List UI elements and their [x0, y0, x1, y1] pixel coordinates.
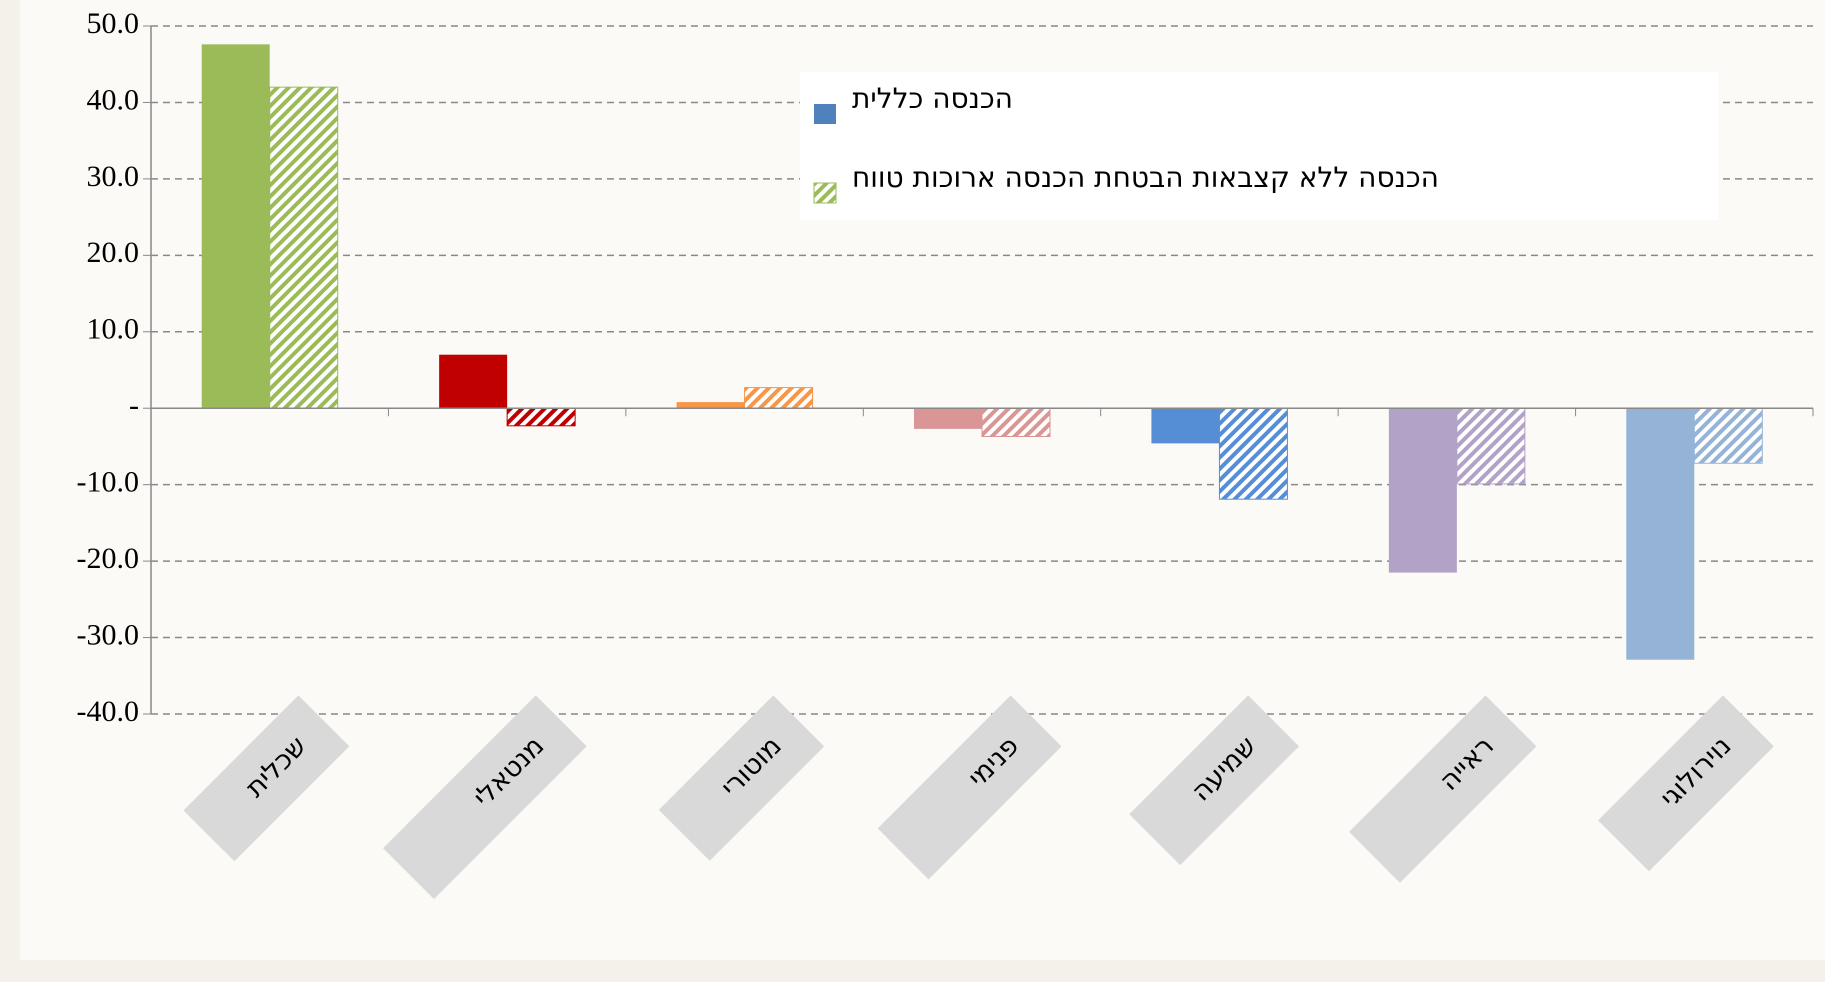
x-tick-group: שכלית — [183, 695, 350, 862]
y-tick-label: 40.0 — [87, 83, 140, 116]
bar — [1693, 407, 1763, 464]
y-tick-label: 10.0 — [87, 313, 140, 346]
y-tick-label: -10.0 — [77, 466, 140, 499]
legend-label: הכנסה ללא קצבאות הבטחת הכנסה ארוכות טווח — [852, 161, 1439, 194]
y-tick-label: -30.0 — [77, 618, 140, 651]
bar — [744, 387, 814, 409]
y-tick-label: 50.0 — [87, 7, 140, 40]
bar — [506, 407, 576, 427]
x-tick-group: פנימי — [877, 695, 1062, 880]
bar — [269, 86, 339, 409]
x-tick-box — [1349, 695, 1537, 883]
x-tick-box — [183, 695, 350, 862]
bar — [981, 407, 1051, 438]
bar — [914, 408, 982, 429]
x-tick-box — [877, 695, 1062, 880]
x-tick-group: מוטורי — [658, 695, 825, 861]
legend-label: הכנסה כללית — [852, 82, 1013, 115]
bar — [201, 44, 270, 409]
x-tick-box — [1598, 695, 1774, 872]
bar — [1456, 407, 1526, 485]
bar — [1388, 408, 1457, 573]
x-tick-box — [658, 695, 825, 861]
x-tick-group: ראייה — [1349, 695, 1537, 883]
y-tick-label: -20.0 — [77, 542, 140, 575]
bar — [1151, 408, 1220, 444]
x-tick-group: שמיעה — [1129, 695, 1300, 866]
bar — [439, 354, 508, 409]
bar — [1626, 408, 1695, 660]
y-tick-label: -40.0 — [77, 695, 140, 728]
legend-marker — [814, 104, 836, 124]
bar — [1218, 407, 1288, 500]
x-tick-box — [1129, 695, 1300, 866]
legend-marker — [813, 182, 837, 204]
y-tick-label: - — [129, 389, 139, 422]
x-tick-box — [383, 695, 587, 900]
y-tick-label: 30.0 — [87, 160, 140, 193]
legend-box — [800, 72, 1718, 220]
bar — [676, 402, 745, 409]
y-tick-label: 20.0 — [87, 236, 140, 269]
